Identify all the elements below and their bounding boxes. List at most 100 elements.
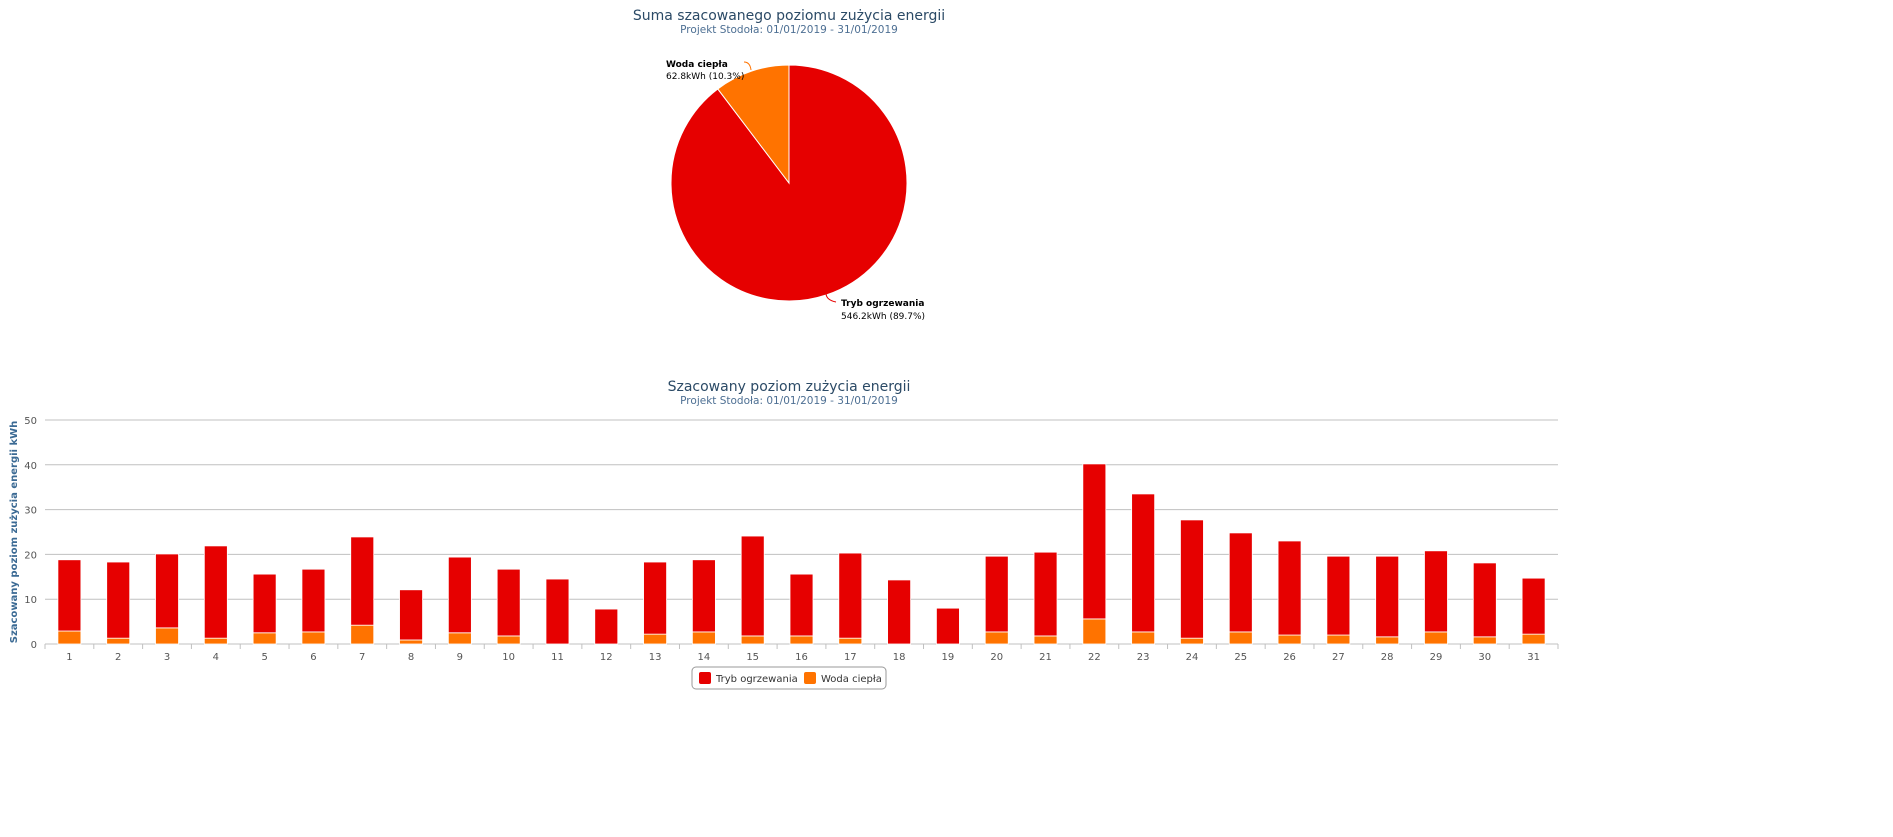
bar-water-17[interactable] [838,637,863,645]
bar-heating-20[interactable] [984,555,1009,633]
x-tick-label: 28 [1381,652,1394,663]
bar-water-15[interactable] [740,635,765,645]
bar-heating-12[interactable] [594,608,619,645]
bar-heating-31[interactable] [1521,577,1546,635]
x-tick-label: 5 [261,652,267,663]
legend-item-heating[interactable]: Tryb ogrzewania [699,672,798,685]
legend-item-water[interactable]: Woda ciepła [804,672,882,685]
y-axis-label: Szacowany poziom zużycia energii kWh [9,421,20,644]
x-tick-label: 17 [844,652,857,663]
pie-label-heating-value: 546.2kWh (89.7%) [841,312,925,322]
bar-water-25[interactable] [1228,631,1253,645]
bar-heating-8[interactable] [399,589,423,641]
bar-water-7[interactable] [350,624,375,645]
x-tick-label: 1 [66,652,72,663]
bar-water-4[interactable] [203,637,228,645]
bar-heating-25[interactable] [1228,532,1253,633]
x-tick-label: 14 [698,652,711,663]
x-tick-label: 10 [502,652,515,663]
bar-water-8[interactable] [399,639,423,645]
x-tick-label: 20 [990,652,1003,663]
legend: Tryb ogrzewania Woda ciepła [691,666,887,690]
x-tick-label: 24 [1186,652,1199,663]
pie-connector-heating [825,292,837,303]
bar-heating-13[interactable] [643,561,667,635]
bar-heating-17[interactable] [838,552,863,639]
x-tick-label: 26 [1283,652,1296,663]
x-tick-label: 12 [600,652,613,663]
bar-water-30[interactable] [1472,636,1497,645]
bar-water-26[interactable] [1277,634,1302,645]
x-tick-label: 2 [115,652,121,663]
bar-heating-4[interactable] [203,545,228,639]
legend-box [691,666,887,690]
bar-heating-6[interactable] [301,568,326,633]
y-tick-label: 10 [24,595,37,606]
bar-heating-21[interactable] [1033,551,1058,637]
bar-water-20[interactable] [984,631,1009,645]
bar-water-13[interactable] [643,633,667,645]
x-tick-label: 31 [1527,652,1540,663]
bar-water-2[interactable] [106,637,131,645]
pie-title: Suma szacowanego poziomu zużycia energii [633,8,945,24]
bar-water-23[interactable] [1131,631,1156,645]
bar-heating-26[interactable] [1277,540,1302,636]
bar-water-16[interactable] [789,635,814,645]
bar-water-24[interactable] [1180,637,1204,645]
bar-heating-16[interactable] [789,573,814,637]
x-tick-label: 29 [1430,652,1443,663]
bar-heating-19[interactable] [936,607,960,645]
x-tick-label: 9 [457,652,463,663]
x-tick-label: 30 [1478,652,1491,663]
bar-water-10[interactable] [496,635,521,645]
pie-subtitle: Projekt Stodoła: 01/01/2019 - 31/01/2019 [680,24,898,36]
bar-heating-10[interactable] [496,568,521,637]
bar-heating-2[interactable] [106,561,131,639]
pie-connector-water [743,61,752,71]
bar-water-27[interactable] [1326,634,1351,645]
bar-water-29[interactable] [1424,631,1448,645]
bar-water-1[interactable] [57,630,82,645]
bar-heating-29[interactable] [1424,550,1448,633]
bar-heating-18[interactable] [887,579,912,645]
bar-water-6[interactable] [301,631,326,645]
bar-heating-5[interactable] [252,573,277,634]
bar-heating-28[interactable] [1375,555,1400,638]
y-tick-label: 50 [24,416,37,427]
bar-water-9[interactable] [447,632,472,645]
legend-swatch-water [804,672,816,684]
bar-subtitle: Projekt Stodoła: 01/01/2019 - 31/01/2019 [680,395,898,407]
bar-heating-9[interactable] [447,556,472,634]
x-tick-label: 13 [649,652,662,663]
legend-swatch-heating [699,672,711,684]
pie-slice-water[interactable] [717,64,790,185]
legend-label-water: Woda ciepła [821,674,882,685]
pie-label-water-value: 62.8kWh (10.3%) [666,72,744,82]
bar-water-22[interactable] [1082,618,1107,645]
bar-water-5[interactable] [252,632,277,645]
bar-heating-3[interactable] [155,553,179,629]
bar-heating-15[interactable] [740,535,765,637]
bar-heating-24[interactable] [1180,519,1204,639]
bar-water-14[interactable] [691,631,716,645]
bar-heating-30[interactable] [1472,562,1497,638]
x-tick-label: 7 [359,652,365,663]
bar-water-31[interactable] [1521,633,1546,645]
bar-heating-1[interactable] [57,559,82,632]
bar-heating-7[interactable] [350,536,375,626]
bar-water-28[interactable] [1375,636,1400,645]
x-tick-label: 16 [795,652,808,663]
bar-heating-11[interactable] [545,578,570,645]
pie-label-water-name: Woda ciepła [666,60,728,70]
pie-label-heating-name: Tryb ogrzewania [841,299,924,309]
bar-water-3[interactable] [155,627,179,645]
legend-label-heating: Tryb ogrzewania [715,674,798,685]
bar-water-21[interactable] [1033,635,1058,645]
bar-heating-27[interactable] [1326,555,1351,636]
y-tick-label: 30 [24,506,37,517]
x-tick-label: 8 [408,652,414,663]
x-tick-label: 15 [746,652,759,663]
bar-heating-14[interactable] [691,559,716,633]
bar-heating-22[interactable] [1082,463,1107,620]
bar-heating-23[interactable] [1131,493,1156,633]
